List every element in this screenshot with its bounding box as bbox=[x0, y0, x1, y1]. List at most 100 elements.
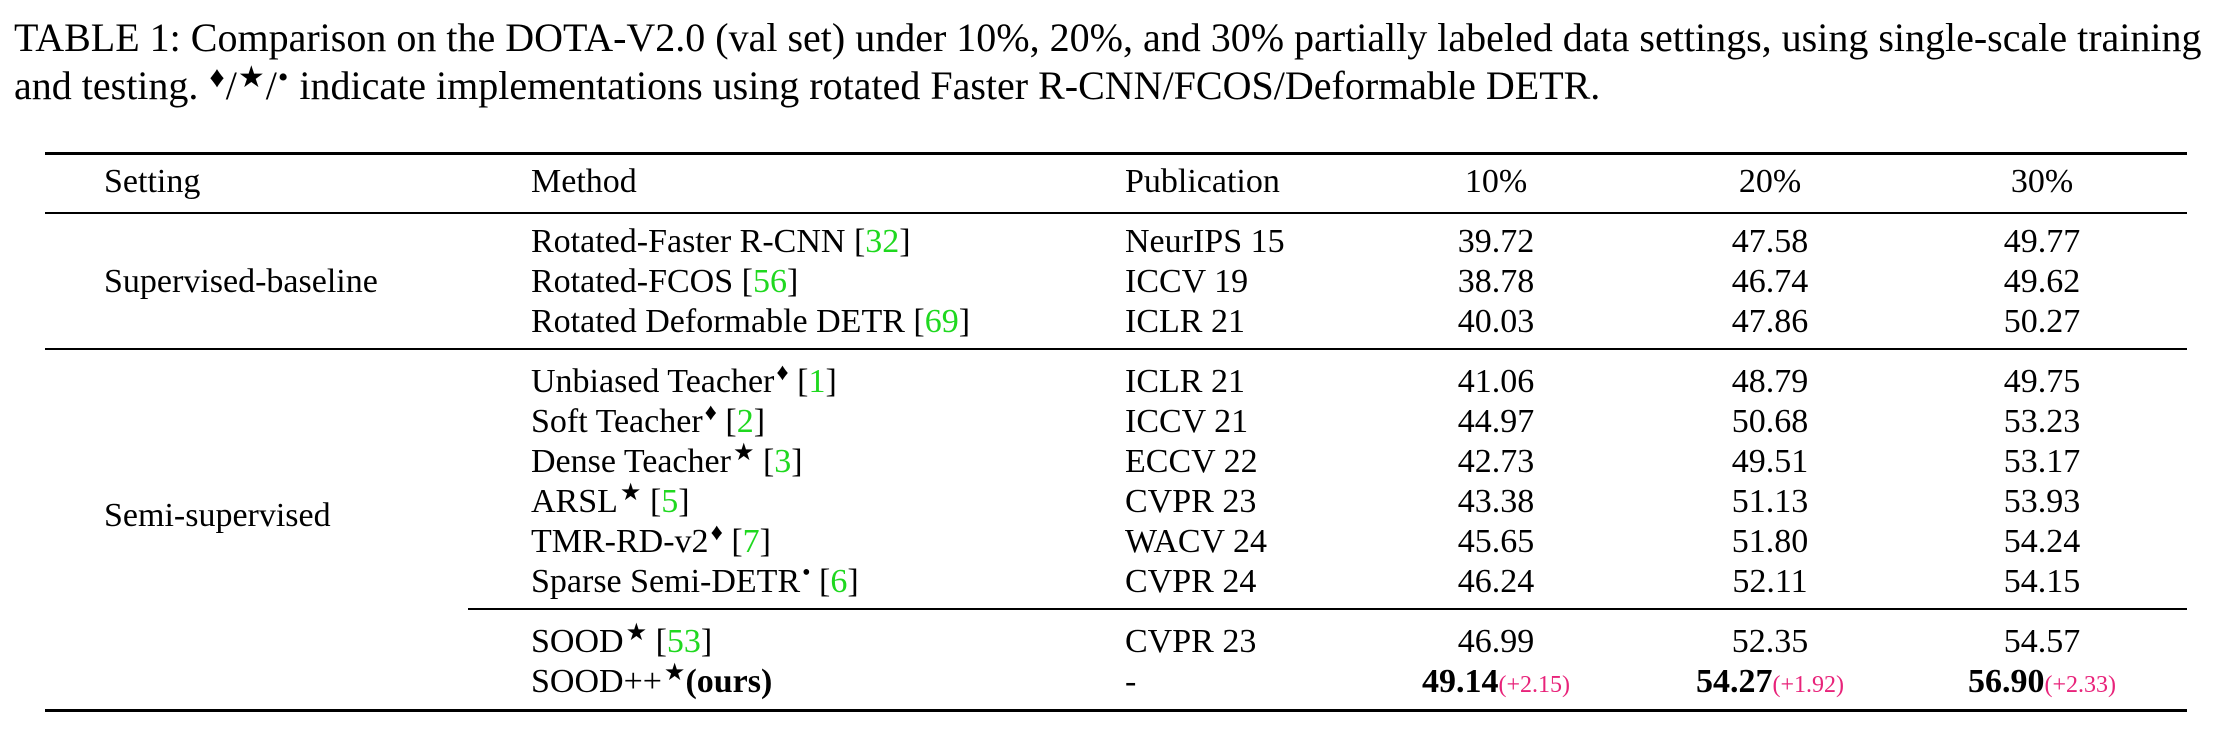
gain-value: (+1.92) bbox=[1772, 672, 1845, 698]
value-10: 43.38 bbox=[1457, 483, 1535, 520]
method-name: Soft Teacher bbox=[531, 403, 703, 440]
dot-icon: • bbox=[802, 560, 811, 586]
caption-lead: TABLE 1: Comparison on the DOTA-V2.0 (va… bbox=[14, 15, 2202, 108]
publication-cell: ECCV 22 bbox=[1125, 443, 1258, 480]
publication-cell: ICCV 19 bbox=[1125, 263, 1249, 300]
value-20: 51.80 bbox=[1731, 523, 1809, 560]
gain-value: (+2.15) bbox=[1498, 672, 1571, 698]
value-10: 49.14(+2.15) bbox=[1376, 662, 1616, 705]
header-method: Method bbox=[531, 163, 637, 200]
top-rule bbox=[45, 152, 2187, 155]
value-10: 40.03 bbox=[1457, 303, 1535, 340]
publication-cell: NeurIPS 15 bbox=[1125, 223, 1285, 260]
value-10: 46.24 bbox=[1457, 563, 1535, 600]
publication-cell: CVPR 23 bbox=[1125, 483, 1257, 520]
method-name: SOOD bbox=[531, 623, 624, 660]
method-name: ARSL bbox=[531, 483, 618, 520]
ours-value: 56.90 bbox=[1967, 663, 2045, 700]
group-semi: Semi-supervised bbox=[104, 497, 331, 534]
value-10: 41.06 bbox=[1457, 363, 1535, 400]
ours-value: 54.27 bbox=[1695, 663, 1773, 700]
value-10: 44.97 bbox=[1457, 403, 1535, 440]
value-20: 47.58 bbox=[1731, 223, 1809, 260]
publication-cell: ICLR 21 bbox=[1125, 363, 1245, 400]
group-rule bbox=[45, 348, 2187, 350]
value-30: 54.15 bbox=[2003, 563, 2081, 600]
value-20: 46.74 bbox=[1731, 263, 1809, 300]
citation-link[interactable]: 32 bbox=[865, 223, 900, 260]
method-cell: SOOD++★(ours) bbox=[531, 660, 773, 705]
method-cell: Sparse Semi-DETR• [6] bbox=[531, 560, 859, 600]
publication-cell: ICLR 21 bbox=[1125, 303, 1245, 340]
method-name: Rotated-Faster R-CNN bbox=[531, 223, 846, 260]
star-icon: ★ bbox=[237, 61, 265, 94]
citation-link[interactable]: 2 bbox=[736, 403, 754, 440]
value-20: 50.68 bbox=[1731, 403, 1809, 440]
citation-link[interactable]: 5 bbox=[661, 483, 679, 520]
value-30: 49.62 bbox=[2003, 263, 2081, 300]
method-name: Rotated Deformable DETR bbox=[531, 303, 905, 340]
value-20: 51.13 bbox=[1731, 483, 1809, 520]
caption-tail: indicate implementations using rotated F… bbox=[299, 63, 1601, 108]
header-10: 10% bbox=[1464, 163, 1528, 200]
caption-slash: / bbox=[265, 63, 277, 108]
citation-link[interactable]: 7 bbox=[742, 523, 760, 560]
star-icon: ★ bbox=[663, 660, 686, 686]
bottom-rule bbox=[45, 709, 2187, 712]
method-cell: SOOD★ [53] bbox=[531, 620, 713, 660]
method-name: Unbiased Teacher bbox=[531, 363, 775, 400]
publication-cell: ICCV 21 bbox=[1125, 403, 1249, 440]
ours-value: 49.14 bbox=[1421, 663, 1499, 700]
citation-link[interactable]: 1 bbox=[808, 363, 826, 400]
value-10: 46.99 bbox=[1457, 623, 1535, 660]
publication-cell: - bbox=[1125, 663, 1137, 700]
value-10: 38.78 bbox=[1457, 263, 1535, 300]
value-20: 52.11 bbox=[1732, 563, 1808, 600]
group-supervised: Supervised-baseline bbox=[104, 263, 378, 300]
diamond-icon: ♦ bbox=[710, 520, 723, 546]
sood-rule bbox=[468, 608, 2187, 610]
citation-link[interactable]: 56 bbox=[752, 263, 787, 300]
diamond-icon: ♦ bbox=[209, 61, 225, 94]
gain-value: (+2.33) bbox=[2044, 672, 2117, 698]
caption-slash: / bbox=[225, 63, 237, 108]
diamond-icon: ♦ bbox=[704, 400, 717, 426]
value-30: 53.17 bbox=[2003, 443, 2081, 480]
method-name: Sparse Semi-DETR bbox=[531, 563, 801, 600]
value-20: 47.86 bbox=[1731, 303, 1809, 340]
method-cell: Dense Teacher★ [3] bbox=[531, 440, 803, 480]
publication-cell: CVPR 24 bbox=[1125, 563, 1257, 600]
header-30: 30% bbox=[2010, 163, 2074, 200]
ours-label: (ours) bbox=[685, 663, 773, 700]
value-20: 54.27(+1.92) bbox=[1650, 662, 1890, 705]
table-caption: TABLE 1: Comparison on the DOTA-V2.0 (va… bbox=[14, 14, 2204, 114]
value-30: 50.27 bbox=[2003, 303, 2081, 340]
header-publication: Publication bbox=[1125, 163, 1280, 200]
star-icon: ★ bbox=[619, 480, 642, 506]
star-icon: ★ bbox=[732, 440, 755, 466]
method-name: Rotated-FCOS bbox=[531, 263, 734, 300]
value-10: 39.72 bbox=[1457, 223, 1535, 260]
citation-link[interactable]: 69 bbox=[924, 303, 959, 340]
method-cell: Soft Teacher♦ [2] bbox=[531, 400, 766, 440]
publication-cell: CVPR 23 bbox=[1125, 623, 1257, 660]
method-cell: Rotated-FCOS [56] bbox=[531, 263, 799, 300]
method-cell: TMR-RD-v2♦ [7] bbox=[531, 520, 771, 560]
value-30: 56.90(+2.33) bbox=[1922, 662, 2162, 705]
method-cell: Rotated-Faster R-CNN [32] bbox=[531, 223, 911, 260]
value-20: 52.35 bbox=[1731, 623, 1809, 660]
value-30: 54.24 bbox=[2003, 523, 2081, 560]
value-20: 48.79 bbox=[1731, 363, 1809, 400]
value-10: 45.65 bbox=[1457, 523, 1535, 560]
value-30: 49.75 bbox=[2003, 363, 2081, 400]
value-10: 42.73 bbox=[1457, 443, 1535, 480]
method-name: Dense Teacher bbox=[531, 443, 731, 480]
citation-link[interactable]: 3 bbox=[774, 443, 792, 480]
value-30: 53.93 bbox=[2003, 483, 2081, 520]
citation-link[interactable]: 6 bbox=[830, 563, 848, 600]
value-30: 54.57 bbox=[2003, 623, 2081, 660]
star-icon: ★ bbox=[625, 620, 648, 646]
method-name: TMR-RD-v2 bbox=[531, 523, 709, 560]
method-cell: Unbiased Teacher♦ [1] bbox=[531, 360, 837, 400]
citation-link[interactable]: 53 bbox=[666, 623, 701, 660]
